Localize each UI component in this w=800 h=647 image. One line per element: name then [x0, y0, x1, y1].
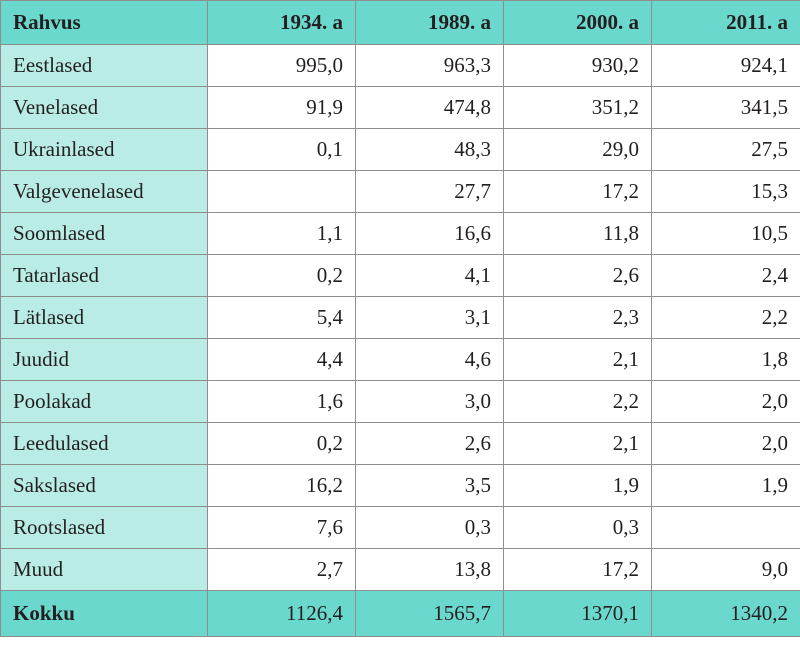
table-row: Sakslased 16,2 3,5 1,9 1,9 — [0, 464, 800, 507]
header-year-2000: 2000. a — [503, 0, 652, 45]
table-cell: 2,0 — [651, 422, 800, 465]
row-label: Juudid — [0, 338, 208, 381]
table-cell: 5,4 — [207, 296, 356, 339]
table-row: Rootslased 7,6 0,3 0,3 — [0, 506, 800, 549]
table-cell: 1,8 — [651, 338, 800, 381]
table-cell: 2,4 — [651, 254, 800, 297]
table-cell: 1,9 — [651, 464, 800, 507]
table-body: Eestlased 995,0 963,3 930,2 924,1 Venelased 91… — [0, 44, 800, 591]
table-cell: 15,3 — [651, 170, 800, 213]
table-row: Eestlased 995,0 963,3 930,2 924,1 — [0, 44, 800, 87]
table-cell: 17,2 — [503, 548, 652, 591]
total-label: Kokku — [0, 590, 208, 637]
row-label: Rootslased — [0, 506, 208, 549]
header-row: Rahvus 1934. a 1989. a 2000. a 2011. a — [0, 0, 800, 45]
table-cell: 2,2 — [503, 380, 652, 423]
table-cell — [651, 506, 800, 549]
table-cell: 0,3 — [355, 506, 504, 549]
table-cell: 995,0 — [207, 44, 356, 87]
table-row: Lätlased 5,4 3,1 2,3 2,2 — [0, 296, 800, 339]
table-cell — [207, 170, 356, 213]
table-cell: 3,5 — [355, 464, 504, 507]
row-label: Sakslased — [0, 464, 208, 507]
header-year-1989: 1989. a — [355, 0, 504, 45]
total-cell: 1370,1 — [503, 590, 652, 637]
table-row: Poolakad 1,6 3,0 2,2 2,0 — [0, 380, 800, 423]
table-cell: 1,9 — [503, 464, 652, 507]
table-cell: 91,9 — [207, 86, 356, 129]
table-cell: 3,1 — [355, 296, 504, 339]
table-cell: 0,2 — [207, 422, 356, 465]
table-cell: 10,5 — [651, 212, 800, 255]
table-row: Soomlased 1,1 16,6 11,8 10,5 — [0, 212, 800, 255]
table-row: Ukrainlased 0,1 48,3 29,0 27,5 — [0, 128, 800, 171]
table-cell: 3,0 — [355, 380, 504, 423]
table-row: Juudid 4,4 4,6 2,1 1,8 — [0, 338, 800, 381]
table-cell: 9,0 — [651, 548, 800, 591]
table-cell: 17,2 — [503, 170, 652, 213]
table-cell: 4,6 — [355, 338, 504, 381]
table-cell: 0,1 — [207, 128, 356, 171]
table-cell: 0,3 — [503, 506, 652, 549]
total-cell: 1126,4 — [207, 590, 356, 637]
table-cell: 16,2 — [207, 464, 356, 507]
total-row: Kokku 1126,4 1565,7 1370,1 1340,2 — [0, 590, 800, 637]
table-cell: 341,5 — [651, 86, 800, 129]
table-cell: 1,1 — [207, 212, 356, 255]
table-cell: 11,8 — [503, 212, 652, 255]
table-cell: 16,6 — [355, 212, 504, 255]
table-cell: 2,0 — [651, 380, 800, 423]
row-label: Venelased — [0, 86, 208, 129]
table-cell: 27,5 — [651, 128, 800, 171]
row-label: Poolakad — [0, 380, 208, 423]
row-label: Leedulased — [0, 422, 208, 465]
header-nationality: Rahvus — [0, 0, 208, 45]
table-cell: 351,2 — [503, 86, 652, 129]
table-cell: 13,8 — [355, 548, 504, 591]
total-cell: 1340,2 — [651, 590, 800, 637]
row-label: Lätlased — [0, 296, 208, 339]
row-label: Eestlased — [0, 44, 208, 87]
table-cell: 4,1 — [355, 254, 504, 297]
table-cell: 924,1 — [651, 44, 800, 87]
table-cell: 27,7 — [355, 170, 504, 213]
table-cell: 48,3 — [355, 128, 504, 171]
row-label: Tatarlased — [0, 254, 208, 297]
table-cell: 2,1 — [503, 338, 652, 381]
table-cell: 963,3 — [355, 44, 504, 87]
table-cell: 2,7 — [207, 548, 356, 591]
header-year-2011: 2011. a — [651, 0, 800, 45]
table-cell: 4,4 — [207, 338, 356, 381]
table-cell: 2,1 — [503, 422, 652, 465]
table-row: Leedulased 0,2 2,6 2,1 2,0 — [0, 422, 800, 465]
total-cell: 1565,7 — [355, 590, 504, 637]
table-cell: 2,2 — [651, 296, 800, 339]
row-label: Ukrainlased — [0, 128, 208, 171]
row-label: Muud — [0, 548, 208, 591]
header-year-1934: 1934. a — [207, 0, 356, 45]
table-cell: 474,8 — [355, 86, 504, 129]
table-row: Venelased 91,9 474,8 351,2 341,5 — [0, 86, 800, 129]
table-cell: 930,2 — [503, 44, 652, 87]
table-cell: 2,6 — [503, 254, 652, 297]
table-cell: 1,6 — [207, 380, 356, 423]
table-row: Tatarlased 0,2 4,1 2,6 2,4 — [0, 254, 800, 297]
table-cell: 2,6 — [355, 422, 504, 465]
row-label: Soomlased — [0, 212, 208, 255]
row-label: Valgevenelased — [0, 170, 208, 213]
table-row: Valgevenelased 27,7 17,2 15,3 — [0, 170, 800, 213]
table-cell: 0,2 — [207, 254, 356, 297]
table-cell: 2,3 — [503, 296, 652, 339]
table-row: Muud 2,7 13,8 17,2 9,0 — [0, 548, 800, 591]
table-cell: 7,6 — [207, 506, 356, 549]
table-cell: 29,0 — [503, 128, 652, 171]
